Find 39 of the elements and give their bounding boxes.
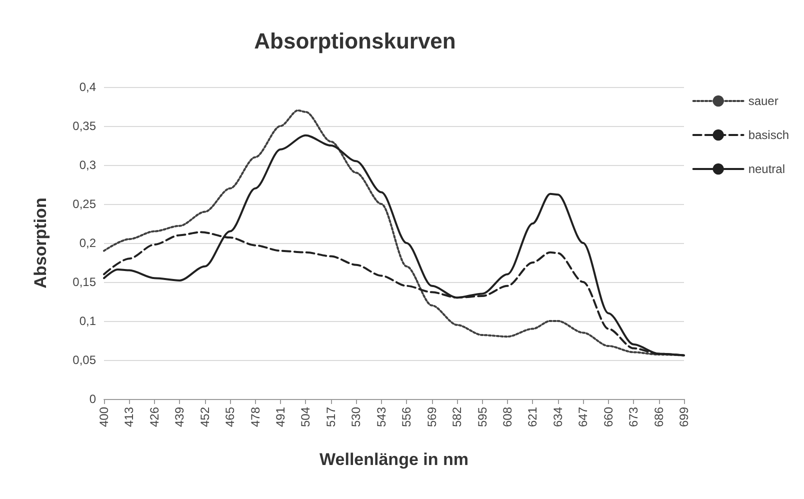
x-tick-label: 699	[677, 406, 691, 428]
x-tick-label: 530	[349, 406, 364, 428]
y-tick-label: 0,35	[72, 119, 96, 133]
y-tick-label: 0,3	[79, 158, 96, 172]
x-tick-label: 660	[601, 406, 616, 428]
chart-title: Absorptionskurven	[254, 28, 456, 54]
legend-label: neutral	[748, 162, 786, 176]
x-tick-label: 647	[576, 406, 590, 428]
x-tick-label: 400	[97, 406, 111, 428]
x-tick-label: 452	[198, 406, 212, 428]
x-tick-label: 478	[248, 406, 262, 428]
x-tick-label: 465	[223, 406, 238, 428]
y-tick-label: 0,15	[72, 275, 96, 289]
x-axis-title: Wellenlänge in nm	[320, 450, 468, 469]
legend-label: basisch	[748, 128, 789, 142]
y-axis-title: Absorption	[31, 198, 50, 288]
x-tick-label: 543	[374, 406, 388, 428]
x-tick-label: 608	[500, 406, 514, 428]
legend-label: sauer	[748, 94, 778, 108]
x-tick-label: 504	[298, 406, 313, 428]
x-tick-label: 686	[652, 406, 666, 428]
x-tick-label: 413	[122, 406, 136, 428]
x-tick-label: 634	[550, 406, 565, 428]
x-tick-label: 517	[324, 406, 338, 428]
x-tick-label: 621	[526, 406, 540, 428]
y-tick-label: 0,4	[79, 80, 96, 94]
x-tick-label: 556	[400, 406, 414, 428]
x-tick-label: 595	[475, 406, 490, 428]
x-tick-label: 426	[147, 406, 162, 428]
x-tick-label: 582	[450, 406, 464, 428]
x-tick-label: 439	[172, 406, 187, 428]
y-tick-label: 0,2	[79, 236, 96, 250]
y-tick-label: 0,25	[72, 197, 96, 211]
x-tick-label: 491	[274, 406, 288, 428]
y-tick-label: 0,05	[72, 353, 96, 367]
y-tick-label: 0	[89, 392, 96, 406]
y-tick-label: 0,1	[79, 314, 96, 328]
x-tick-label: 569	[424, 406, 439, 428]
x-tick-label: 673	[626, 406, 641, 428]
